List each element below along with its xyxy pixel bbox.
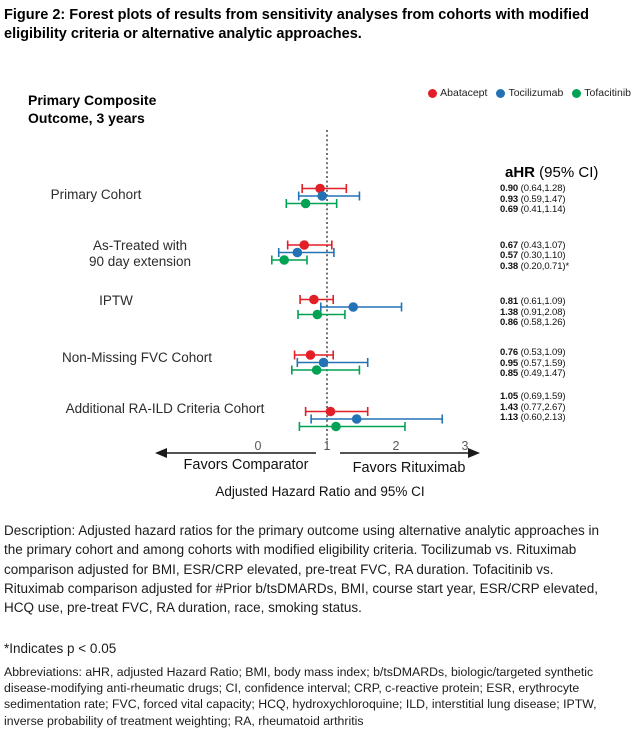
description-text: Description: Adjusted hazard ratios for … — [4, 523, 600, 616]
ahr-ci: (0.58,1.26) — [518, 317, 566, 329]
ahr-estimate: 0.86 — [500, 317, 519, 329]
ahr-estimate: 1.05 — [500, 391, 519, 402]
x-tick-label: 0 — [255, 439, 262, 453]
point-tofacitinib — [331, 421, 341, 432]
point-tofacitinib — [311, 365, 322, 375]
significance-note: *Indicates p < 0.05 — [4, 641, 117, 656]
ahr-value: 0.90 (0.64,1.28) — [500, 183, 566, 195]
ahr-estimate: 0.85 — [500, 368, 519, 380]
ahr-value-block: 0.76 (0.53,1.09) 0.95 (0.57,1.59) 0.85 (0.… — [500, 347, 566, 380]
ahr-value-block: 0.90 (0.64,1.28) 0.93 (0.59,1.47) 0.69 (0.… — [500, 183, 566, 216]
ahr-estimate: 0.38 — [500, 260, 519, 272]
row-label: Primary Cohort — [50, 187, 142, 202]
ahr-ci: (0.41,1.14) — [518, 204, 566, 216]
ahr-ci: (0.77,2.67) — [518, 401, 566, 413]
point-tocilizumab — [348, 302, 359, 312]
ahr-estimate: 0.95 — [500, 357, 519, 369]
ahr-estimate: 1.38 — [500, 306, 519, 318]
ahr-ci: (0.69,1.59) — [518, 391, 566, 402]
figure-title: Figure 2: Forest plots of results from s… — [4, 7, 589, 42]
ahr-value: 0.76 (0.53,1.09) — [500, 347, 566, 359]
ahr-column-header: aHR (95% CI) — [505, 164, 598, 181]
favors-comparator-label: Favors Comparator — [183, 457, 309, 473]
ahr-estimate: 0.67 — [500, 239, 519, 251]
ahr-ci: (0.61,1.09) — [518, 296, 566, 307]
legend-label: Tofacitinib — [584, 87, 631, 99]
point-tocilizumab — [318, 357, 329, 368]
ahr-estimate: 0.81 — [500, 296, 519, 307]
point-abatacept — [325, 406, 336, 417]
ahr-ci: (0.30,1.10) — [518, 250, 566, 262]
ahr-ci: (0.59,1.47) — [518, 193, 566, 205]
ahr-ci: (0.43,1.07) — [518, 239, 566, 251]
ahr-estimate: 0.90 — [500, 183, 519, 194]
x-tick-label: 1 — [324, 439, 331, 453]
point-tofacitinib — [300, 198, 311, 209]
ahr-value: 0.69 (0.41,1.14) — [500, 204, 566, 216]
legend-label: Abatacept — [440, 87, 488, 99]
point-abatacept — [305, 350, 316, 360]
row-label: Non-Missing FVC Cohort — [61, 350, 213, 365]
outcome-label: Primary Composite Outcome, 3 years — [28, 92, 157, 126]
ahr-estimate: 0.57 — [500, 250, 519, 262]
legend-dot-icon — [496, 88, 506, 98]
ahr-ci: (0.91,2.08) — [518, 306, 566, 318]
row-label: IPTW — [99, 293, 133, 308]
abbreviations-text: Abbreviations: aHR, adjusted Hazard Rati… — [4, 665, 597, 728]
legend-item-tofacitinib: Tofacitinib — [572, 87, 631, 99]
ahr-ci: (0.49,1.47) — [518, 368, 566, 380]
legend-dot-icon — [428, 88, 438, 98]
ahr-value: 0.95 (0.57,1.59) — [500, 357, 566, 370]
point-tocilizumab — [317, 191, 327, 201]
ahr-header-bold: aHR — [505, 164, 536, 181]
x-tick-label: 2 — [393, 439, 400, 453]
row-label: As-Treated with 90 day extension — [88, 238, 192, 269]
point-tofacitinib — [312, 309, 323, 320]
legend-label: Tocilizumab — [508, 87, 564, 99]
point-tofacitinib — [279, 255, 290, 265]
ahr-ci: (0.57,1.59) — [518, 357, 566, 369]
point-abatacept — [309, 294, 319, 305]
ahr-value: 0.67 (0.43,1.07) — [500, 239, 569, 252]
ahr-estimate: 0.69 — [500, 204, 519, 216]
ahr-ci: (0.20,0.71)* — [518, 260, 570, 272]
ahr-value: 0.57 (0.30,1.10) — [500, 250, 569, 262]
axis-caption: Adjusted Hazard Ratio and 95% CI — [215, 484, 425, 499]
point-tocilizumab — [351, 414, 362, 424]
ahr-value: 1.43 (0.77,2.67) — [500, 401, 566, 414]
row-label: Additional RA-ILD Criteria Cohort — [65, 401, 265, 416]
point-abatacept — [315, 183, 325, 194]
point-abatacept — [299, 240, 310, 250]
ahr-value: 1.05 (0.69,1.59) — [500, 391, 566, 403]
ahr-estimate: 0.76 — [500, 347, 519, 358]
ahr-ci: (0.53,1.09) — [518, 347, 566, 358]
x-tick-label: 3 — [462, 439, 469, 453]
ahr-value: 0.85 (0.49,1.47) — [500, 368, 566, 380]
legend-item-abatacept: Abatacept — [428, 87, 487, 99]
favors-rituximab-label: Favors Rituximab — [352, 460, 466, 476]
ahr-value-block: 1.05 (0.69,1.59) 1.43 (0.77,2.67) 1.13 (0.… — [500, 391, 566, 424]
ahr-ci: (0.64,1.28) — [518, 183, 566, 194]
ahr-estimate: 1.43 — [500, 401, 519, 413]
ahr-value-block: 0.67 (0.43,1.07) 0.57 (0.30,1.10) 0.38 (0.… — [500, 239, 570, 273]
axis-arrow-right-head — [468, 448, 480, 458]
point-tocilizumab — [292, 247, 303, 258]
ahr-estimate: 1.13 — [500, 412, 519, 424]
ahr-value: 0.93 (0.59,1.47) — [500, 193, 566, 206]
ahr-value: 0.38 (0.20,0.71)* — [500, 260, 570, 273]
ahr-value: 1.38 (0.91,2.08) — [500, 306, 566, 319]
ahr-header-rest: (95% CI) — [535, 164, 599, 181]
ahr-estimate: 0.93 — [500, 193, 519, 205]
legend-dot-icon — [572, 88, 582, 98]
legend: Abatacept Tocilizumab Tofacitinib — [428, 87, 631, 99]
ahr-ci: (0.60,2.13) — [518, 412, 566, 424]
ahr-value: 0.86 (0.58,1.26) — [500, 317, 566, 329]
ahr-value: 0.81 (0.61,1.09) — [500, 296, 566, 308]
legend-item-tocilizumab: Tocilizumab — [496, 87, 563, 99]
ahr-value: 1.13 (0.60,2.13) — [500, 412, 566, 424]
axis-arrow-left-head — [155, 448, 167, 458]
ahr-value-block: 0.81 (0.61,1.09) 1.38 (0.91,2.08) 0.86 (0.… — [500, 296, 566, 329]
